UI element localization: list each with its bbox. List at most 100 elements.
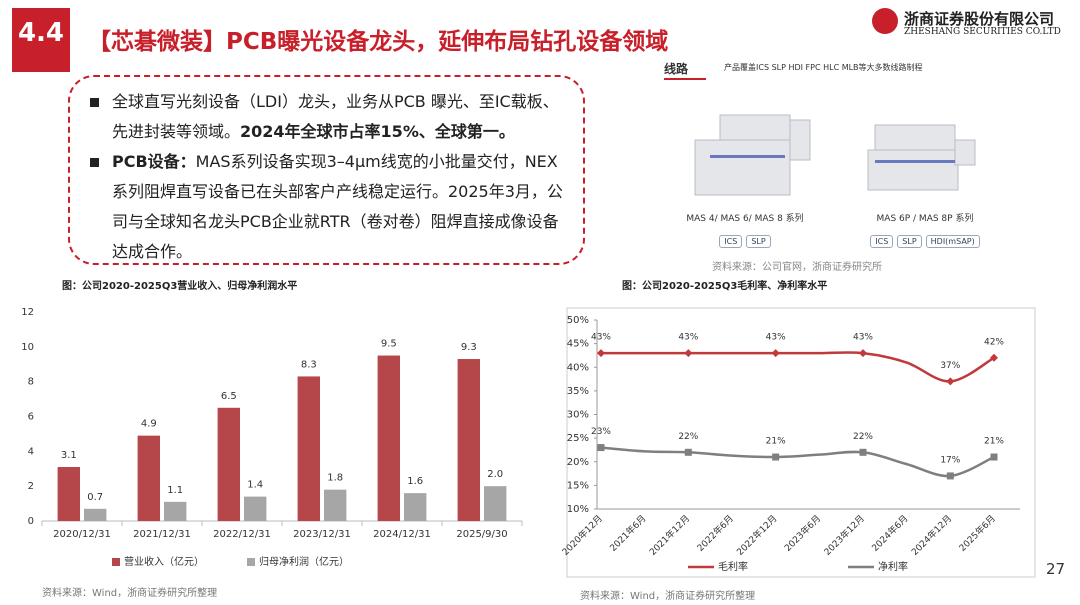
- bar: [324, 489, 347, 521]
- x-tick-label: 2021年12月: [647, 512, 693, 558]
- y-tick-label: 35%: [567, 386, 589, 397]
- chart-source: 资料来源：Wind，浙商证券研究所整理: [580, 589, 755, 602]
- product-name: MAS 4/ MAS 6/ MAS 8 系列: [686, 214, 804, 224]
- bullet-highlight: 2024年全球市占率15%、全球第一。: [240, 122, 515, 141]
- value-label: 43%: [766, 333, 786, 343]
- product-tags: ICS SLP HDI(mSAP): [840, 229, 1010, 248]
- x-tick-label: 2025年6月: [956, 512, 997, 553]
- x-tick-label: 2025/9/30: [456, 529, 507, 540]
- value-label: 8.3: [301, 359, 317, 370]
- bar: [377, 355, 400, 521]
- tag: SLP: [897, 235, 922, 248]
- value-label: 22%: [853, 432, 873, 442]
- y-tick-label: 2: [28, 481, 34, 492]
- x-tick-label: 2022年12月: [734, 512, 780, 558]
- marker: [946, 377, 955, 386]
- legend-label: 归母净利润（亿元）: [259, 555, 349, 568]
- bar: [404, 493, 427, 521]
- x-tick-label: 2024年6月: [869, 512, 910, 553]
- bar: [164, 501, 187, 521]
- y-tick-label: 30%: [567, 410, 589, 421]
- y-tick-label: 25%: [567, 433, 589, 444]
- value-label: 1.6: [407, 476, 423, 487]
- value-label: 23%: [591, 427, 611, 437]
- bar: [457, 359, 480, 521]
- marker: [990, 353, 998, 362]
- logo-icon: [872, 8, 898, 34]
- series-line: [601, 351, 995, 383]
- series-line: [600, 446, 995, 478]
- value-label: 43%: [591, 333, 611, 343]
- bullet-label: PCB设备：: [112, 152, 196, 171]
- product-images: [694, 114, 976, 196]
- x-tick-label: 2023年12月: [821, 512, 867, 558]
- value-label: 9.5: [381, 339, 397, 350]
- marker: [990, 453, 998, 461]
- value-label: 0.7: [87, 492, 103, 503]
- legend-label: 营业收入（亿元）: [124, 555, 204, 568]
- value-label: 1.1: [167, 485, 183, 496]
- company-name-en: ZHESHANG SECURITIES CO.LTD: [904, 27, 1061, 37]
- value-label: 3.1: [61, 450, 77, 461]
- value-label: 43%: [853, 333, 873, 343]
- plot-frame: [566, 307, 1036, 578]
- section-box: [12, 8, 70, 72]
- value-label: 21%: [766, 437, 786, 447]
- legend-swatch: [247, 558, 255, 566]
- x-tick-label: 2020年12月: [559, 512, 605, 558]
- product-name: MAS 6P / MAS 8P 系列: [876, 214, 974, 224]
- y-tick-label: 45%: [567, 339, 589, 350]
- company-name: 浙商证券股份有限公司: [904, 10, 1055, 28]
- tag: ICS: [870, 235, 894, 248]
- y-tick-label: 15%: [567, 480, 589, 491]
- marker: [597, 349, 605, 358]
- y-tick-label: 6: [28, 412, 34, 423]
- tag: ICS: [719, 235, 743, 248]
- tab-underline: [664, 78, 706, 80]
- product-source: 资料来源：公司官网，浙商证券研究所: [712, 262, 882, 273]
- bar: [57, 467, 80, 521]
- value-label: 1.8: [327, 473, 343, 484]
- legend-swatch: [112, 558, 120, 566]
- bar: [297, 376, 320, 521]
- x-tick-label: 2021年6月: [607, 512, 648, 553]
- y-tick-label: 40%: [567, 362, 589, 373]
- page-number: 27: [1046, 560, 1066, 578]
- value-label: 42%: [984, 337, 1004, 347]
- y-tick-label: 4: [28, 446, 34, 457]
- x-tick-label: 2023/12/31: [293, 529, 351, 540]
- value-label: 37%: [940, 361, 960, 371]
- legend-label: 毛利率: [718, 560, 748, 573]
- marker: [772, 453, 780, 461]
- section-number: 4.4: [17, 18, 65, 48]
- product-tags: ICS SLP: [660, 229, 830, 248]
- x-tick-label: 2022年6月: [694, 512, 735, 553]
- x-tick-label: 2022/12/31: [213, 529, 271, 540]
- y-tick-label: 0: [28, 516, 34, 527]
- value-label: 22%: [678, 432, 698, 442]
- x-tick-label: 2024年12月: [909, 512, 955, 558]
- bar: [244, 496, 267, 521]
- stripe: [875, 160, 955, 163]
- bar: [84, 508, 107, 521]
- marker: [859, 349, 867, 358]
- y-tick-label: 10: [21, 342, 34, 353]
- value-label: 2.0: [487, 469, 503, 480]
- stripe: [710, 155, 785, 158]
- marker: [684, 448, 692, 456]
- marker: [771, 349, 780, 358]
- bullet-box: 全球直写光刻设备（LDI）龙头，业务从PCB 曝光、至IC载板、先进封装等领域。…: [68, 75, 585, 265]
- legend-label: 净利率: [878, 560, 908, 573]
- value-label: 43%: [678, 333, 698, 343]
- bar: [484, 486, 507, 521]
- y-tick-label: 50%: [567, 315, 589, 326]
- marker: [859, 448, 867, 456]
- slide-title: 【芯碁微装】PCB曝光设备龙头，延伸布局钻孔设备领域: [88, 29, 669, 55]
- bullet: PCB设备：MAS系列设备实现3–4μm线宽的小批量交付，NEX系列阻焊直写设备…: [86, 147, 565, 267]
- value-label: 4.9: [141, 419, 157, 430]
- x-tick-label: 2023年6月: [782, 512, 823, 553]
- marker: [597, 444, 605, 452]
- value-label: 21%: [984, 437, 1004, 447]
